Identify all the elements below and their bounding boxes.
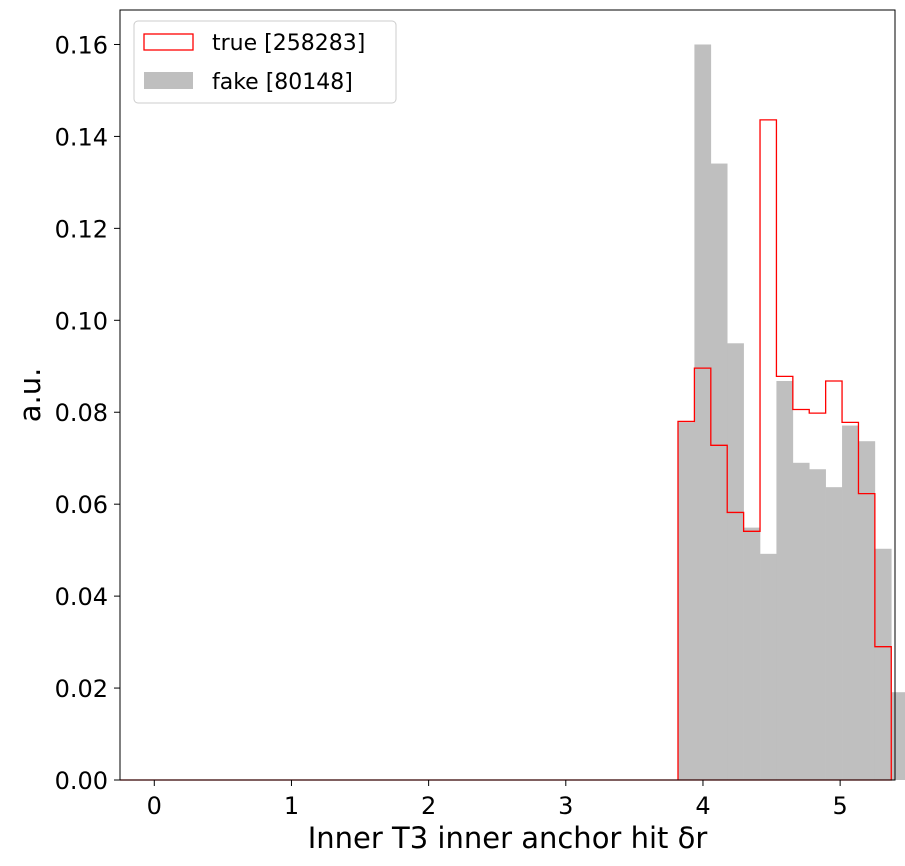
fake-bar — [776, 380, 794, 780]
x-tick-label: 1 — [284, 792, 299, 820]
fake-bar — [727, 343, 744, 780]
y-axis-label: a.u. — [13, 368, 47, 423]
fake-bar — [825, 487, 843, 780]
legend-fake-swatch — [144, 72, 193, 89]
y-tick-label: 0.16 — [55, 31, 108, 59]
x-axis-label: Inner T3 inner anchor hit δr — [308, 821, 708, 855]
fake-bar — [842, 425, 859, 780]
y-tick-label: 0.00 — [55, 767, 108, 795]
fake-bar — [743, 527, 761, 780]
y-tick-label: 0.02 — [55, 675, 108, 703]
true-series-step-line — [120, 119, 892, 781]
y-tick-label: 0.12 — [55, 215, 108, 243]
x-tick-label: 3 — [558, 792, 573, 820]
x-tick-label: 4 — [695, 792, 710, 820]
x-tick-label: 2 — [421, 792, 436, 820]
fake-bar — [760, 553, 777, 780]
y-axis-ticks: 0.00 0.02 0.04 0.06 0.08 0.10 0.12 0.14 0.16 — [55, 31, 120, 795]
y-tick-label: 0.10 — [55, 307, 108, 335]
legend-box — [133, 20, 397, 104]
y-tick-label: 0.08 — [55, 399, 108, 427]
fake-bar — [874, 548, 892, 780]
fake-bar — [891, 692, 905, 780]
legend-fake-label: fake [80148] — [212, 70, 353, 95]
legend-true-label: true [258283] — [212, 31, 365, 56]
fake-bar — [809, 469, 826, 780]
fake-bar — [678, 422, 695, 780]
fake-bar — [858, 441, 876, 780]
x-axis-ticks: 0 1 2 3 4 5 — [147, 780, 848, 820]
fake-series-bars — [678, 44, 905, 781]
plot-frame — [119, 9, 896, 781]
fake-bar — [694, 44, 712, 781]
legend-true-swatch — [143, 33, 194, 51]
x-tick-label: 5 — [832, 792, 847, 820]
legend: true [258283] fake [80148] — [133, 20, 397, 104]
fake-bar — [710, 163, 728, 781]
y-tick-label: 0.06 — [55, 491, 108, 519]
fake-bar — [792, 462, 810, 780]
x-tick-label: 0 — [147, 792, 162, 820]
y-tick-label: 0.14 — [55, 123, 108, 151]
y-tick-label: 0.04 — [55, 583, 108, 611]
